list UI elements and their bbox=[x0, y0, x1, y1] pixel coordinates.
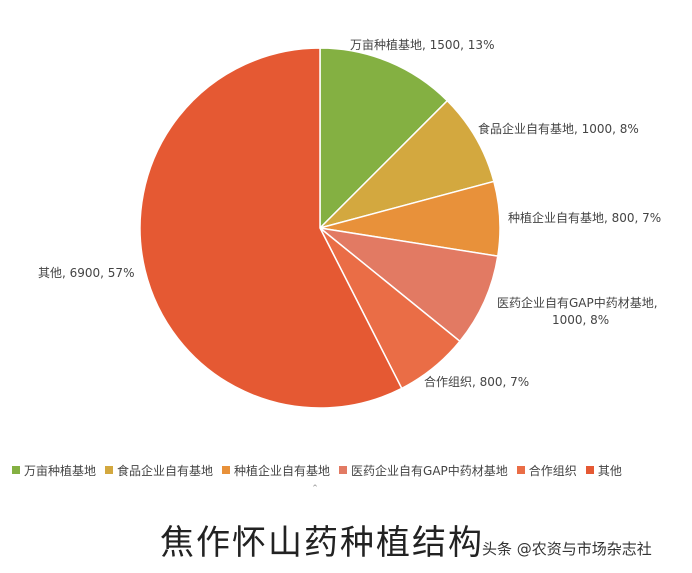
legend-swatch bbox=[222, 466, 231, 474]
legend: 万亩种植基地 食品企业自有基地 种植企业自有基地 医药企业自有GAP中药材基地 … bbox=[12, 461, 682, 479]
chart-caption: 焦作怀山药种植结构 bbox=[160, 523, 484, 563]
slice-label-pharma-gap: 医药企业自有GAP中药材基地, bbox=[497, 295, 658, 310]
pie-slice-food-enterprise[interactable] bbox=[317, 99, 495, 230]
legend-item-pharma-gap[interactable]: 医药企业自有GAP中药材基地 bbox=[339, 462, 508, 479]
legend-swatch bbox=[105, 466, 114, 474]
pie-slice-pharma-gap[interactable] bbox=[317, 226, 499, 343]
legend-item-planting-enterprise[interactable]: 种植企业自有基地 bbox=[222, 462, 330, 479]
legend-swatch bbox=[12, 466, 20, 474]
legend-label: 万亩种植基地 bbox=[24, 463, 97, 478]
legend-label: 食品企业自有基地 bbox=[117, 463, 214, 478]
slice-label-pharma-gap-line2: 1000, 8% bbox=[552, 313, 609, 327]
legend-label: 合作组织 bbox=[528, 463, 577, 478]
legend-swatch bbox=[516, 466, 525, 474]
legend-swatch bbox=[339, 466, 348, 474]
pie-slice-wanmu[interactable] bbox=[319, 47, 449, 230]
legend-swatch bbox=[585, 466, 594, 474]
slice-label-wanmu: 万亩种植基地, 1500, 13% bbox=[350, 37, 494, 52]
legend-item-food-enterprise[interactable]: 食品企业自有基地 bbox=[105, 462, 213, 479]
legend-label: 其他 bbox=[597, 463, 622, 478]
pie-chart: 万亩种植基地, 1500, 13% 食品企业自有基地, 1000, 8% 种植企业自… bbox=[38, 37, 661, 409]
slice-label-other: 其他, 6900, 57% bbox=[38, 266, 134, 280]
slice-label-planting-enterprise: 种植企业自有基地, 800, 7% bbox=[508, 210, 661, 225]
legend-item-other[interactable]: 其他 bbox=[585, 462, 622, 479]
legend-label: 种植企业自有基地 bbox=[234, 463, 331, 478]
chevron-up-icon[interactable]: ⌃ bbox=[311, 484, 319, 494]
legend-label: 医药企业自有GAP中药材基地 bbox=[351, 463, 508, 478]
watermark: 头条 @农资与市场杂志社 bbox=[482, 538, 652, 559]
pie-slice-other[interactable] bbox=[139, 47, 403, 409]
slice-label-cooperative: 合作组织, 800, 7% bbox=[424, 374, 529, 389]
legend-item-cooperative[interactable]: 合作组织 bbox=[516, 462, 577, 479]
legend-item-wanmu[interactable]: 万亩种植基地 bbox=[12, 462, 96, 479]
slice-label-food-enterprise: 食品企业自有基地, 1000, 8% bbox=[478, 121, 639, 136]
